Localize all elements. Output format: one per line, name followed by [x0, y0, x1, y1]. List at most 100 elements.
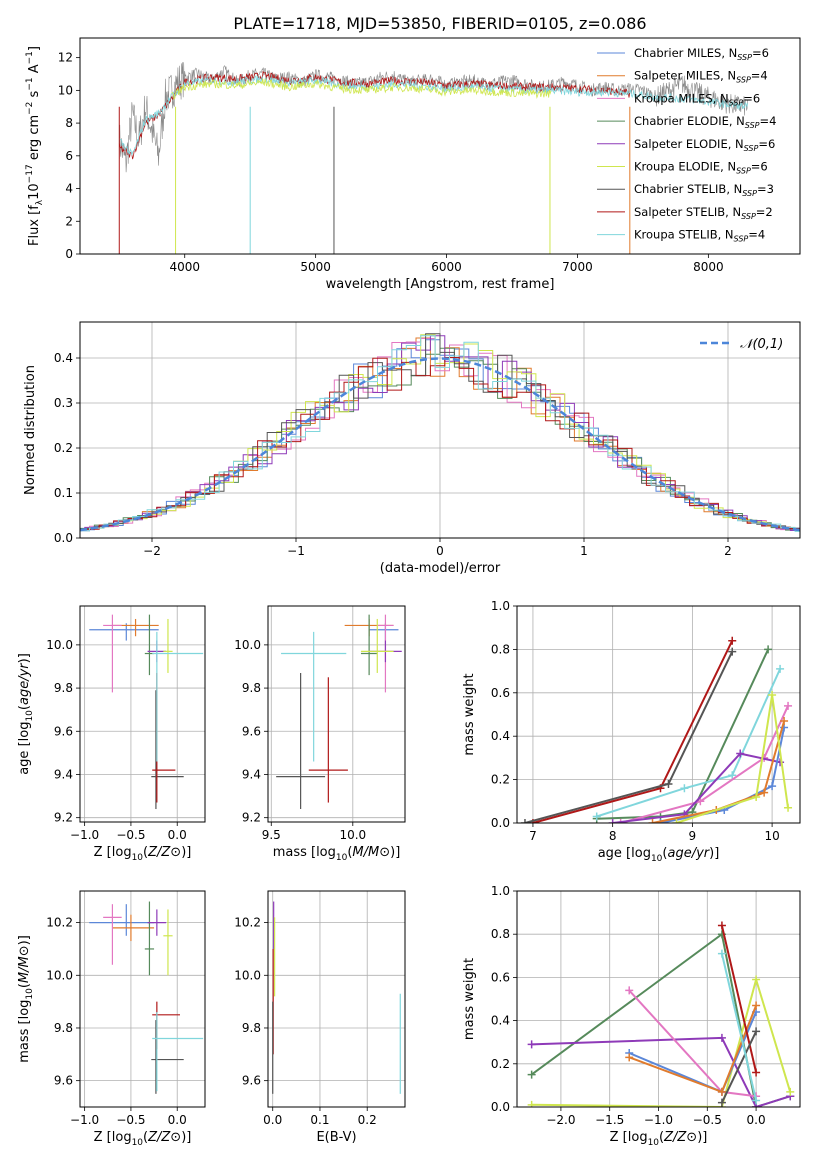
- mass-vs-z-xlabel: Z [log10(Z/Z⊙)]: [94, 1130, 192, 1148]
- legend-label-tail: =6: [752, 46, 769, 60]
- weight-marker-kroupa-elodie: [784, 803, 793, 812]
- y-tick-label-0: 0: [65, 247, 73, 261]
- y-tick-label-4: 8: [65, 116, 73, 130]
- mass-vs-z-ylabel-pre: mass [log: [17, 1000, 32, 1063]
- weight-line-kroupa-stelib: [720, 953, 758, 1101]
- weight-marker-chabrier-stelib: [752, 1027, 761, 1036]
- y-tick-label-0: 9.6: [54, 1074, 73, 1088]
- x-tick-label-0: −2: [143, 544, 161, 558]
- weight-marker-kroupa-stelib: [776, 664, 785, 673]
- legend-label-tail: =6: [743, 91, 760, 105]
- ylabel-lambda: λ: [35, 199, 45, 205]
- legend-label-salpeter-stelib: Salpeter STELIB, NSSP=2: [634, 205, 773, 221]
- weight-vs-age-frame: [516, 605, 801, 824]
- y-tick-label-5: 10: [58, 83, 73, 97]
- weight-vs-z-panel: −2.0 −1.5 −1.0 −0.5 0.0 0.0 0.2 0.4 0.6 0.8 1.0 Z […: [462, 884, 801, 1148]
- weight-marker-kroupa-stelib: [717, 949, 726, 958]
- x-tick-label-4: 0.0: [747, 1113, 766, 1127]
- weight-marker-kroupa-stelib: [728, 771, 737, 780]
- legend-label-chabrier-elodie: Chabrier ELODIE, NSSP=4: [634, 114, 776, 130]
- weight-vs-age-xlabel-post: )]: [709, 846, 719, 861]
- y-tick-label-3: 0.3: [54, 396, 73, 410]
- age-vs-mass-xlabel-var: M/M⊙: [352, 845, 390, 860]
- y-tick-label-0: 9.2: [54, 811, 73, 825]
- age-vs-z-xlabel-var: Z/Z⊙: [147, 845, 181, 860]
- normal-curve: [80, 357, 800, 532]
- weight-marker-kroupa-miles: [616, 819, 625, 823]
- x-tick-label-0: 7: [529, 829, 537, 843]
- age-vs-z-ylabel-var: age/yr: [17, 662, 32, 705]
- age-vs-mass-xlabel-paren: (: [347, 845, 352, 860]
- weight-marker-kroupa-stelib: [752, 1096, 761, 1105]
- weight-marker-kroupa-elodie: [752, 975, 761, 984]
- y-tick-label-1: 0.2: [491, 773, 510, 787]
- weight-vs-age-xlabel: age [log10(age/yr)]: [598, 846, 720, 864]
- age-vs-z-xlabel-sub: 10: [132, 853, 144, 863]
- legend-label-tail: =3: [757, 182, 774, 196]
- weight-line-salpeter-elodie: [531, 1036, 791, 1107]
- legend-label-base: Chabrier ELODIE, N: [634, 114, 745, 128]
- residuals-xlabel: (data-model)/error: [380, 561, 501, 576]
- weight-marker-kroupa-elodie: [527, 1100, 536, 1107]
- weight-marker-salpeter-stelib: [728, 636, 737, 645]
- x-tick-label-0: −1.0: [70, 1113, 99, 1127]
- x-tick-label-0: −2.0: [546, 1113, 575, 1127]
- weight-vs-age-xlabel-paren: (: [662, 846, 667, 861]
- ylabel-end: ]: [27, 46, 42, 51]
- mass-vs-z-ylabel-sub: 10: [25, 988, 35, 1000]
- weight-marker-chabrier-elodie: [764, 645, 773, 654]
- x-tick-label-2: 0: [436, 544, 444, 558]
- x-tick-label-2: 0.2: [358, 1113, 377, 1127]
- weight-marker-chabrier-elodie: [527, 1070, 536, 1079]
- weight-marker-chabrier-miles: [768, 782, 777, 791]
- histogram-kroupa-stelib: [80, 335, 800, 532]
- age-vs-z-ylabel-sub: 10: [25, 710, 35, 722]
- weight-marker-salpeter-miles: [752, 1001, 761, 1010]
- weight-marker-chabrier-stelib: [520, 819, 529, 823]
- mass-vs-z-ylabel-paren: (: [17, 983, 32, 988]
- figure-title: PLATE=1718, MJD=53850, FIBERID=0105, z=0…: [233, 14, 646, 33]
- legend-label-sub: SSP: [736, 167, 751, 176]
- weight-marker-salpeter-elodie: [608, 819, 617, 823]
- weight-marker-salpeter-miles: [760, 788, 769, 797]
- legend-label-chabrier-miles: Chabrier MILES, NSSP=6: [634, 46, 769, 62]
- y-tick-label-4: 10.0: [46, 638, 73, 652]
- y-tick-label-1: 9.8: [54, 1021, 73, 1035]
- weight-line-kroupa-stelib: [596, 668, 782, 818]
- weight-line-chabrier-elodie: [596, 648, 770, 820]
- legend-label-sub: SSP: [744, 144, 759, 153]
- y-tick-label-1: 2: [65, 214, 73, 228]
- legend-label-chabrier-stelib: Chabrier STELIB, NSSP=3: [634, 182, 774, 198]
- x-tick-label-4: 2: [724, 544, 732, 558]
- legend-label-kroupa-elodie: Kroupa ELODIE, NSSP=6: [634, 160, 768, 176]
- weight-line-kroupa-miles: [620, 705, 789, 823]
- weight-line-chabrier-stelib: [720, 1030, 758, 1104]
- legend-label-tail: =4: [760, 114, 777, 128]
- normal-legend-label: 𝒩(0,1): [740, 337, 783, 352]
- y-tick-label-2: 10.0: [234, 968, 261, 982]
- legend-label-sub: SSP: [737, 53, 752, 62]
- y-tick-label-2: 0.4: [491, 1014, 510, 1028]
- x-tick-label-3: −0.5: [693, 1113, 722, 1127]
- weight-line-kroupa-elodie: [531, 975, 792, 1107]
- ylabel-exp1: −17: [25, 164, 35, 183]
- age-vs-z-ylabel-paren: (: [17, 705, 32, 710]
- legend-label-sub: SSP: [742, 189, 757, 198]
- mass-vs-ebv-plot-area: [272, 901, 401, 1094]
- weight-marker-salpeter-elodie: [736, 749, 745, 758]
- age-vs-mass-frame: [267, 605, 406, 823]
- weight-vs-z-plot-area: [527, 921, 795, 1107]
- ylabel-exp2: −2: [25, 102, 35, 115]
- legend-label-tail: =2: [756, 205, 773, 219]
- y-tick-label-1: 9.4: [54, 767, 73, 781]
- x-tick-label-1: −1: [287, 544, 305, 558]
- x-tick-label-1: 10.0: [339, 828, 366, 842]
- weight-marker-salpeter-elodie: [717, 1033, 726, 1042]
- weight-line-salpeter-stelib: [720, 925, 758, 1073]
- weight-vs-z-xlabel-paren: (: [659, 1130, 664, 1145]
- weight-marker-salpeter-miles: [625, 1053, 634, 1062]
- weight-vs-z-frame: [516, 890, 801, 1108]
- ylabel-exp3: −1: [25, 77, 35, 90]
